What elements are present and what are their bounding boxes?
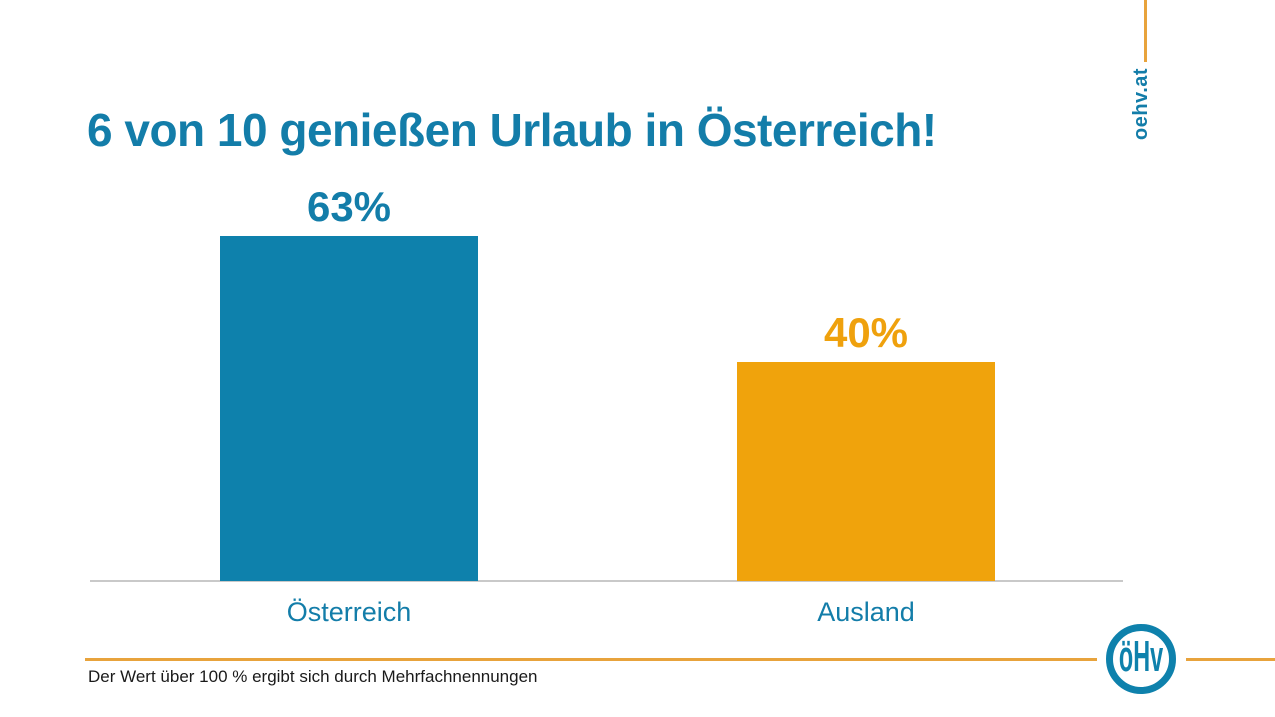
footer-accent-line-left xyxy=(85,658,1097,661)
oehv-logo-text: öHv xyxy=(1119,632,1164,681)
x-axis-line xyxy=(90,580,1123,582)
bar-ausland xyxy=(737,362,995,581)
footer-accent-line-right xyxy=(1186,658,1275,661)
bar-österreich xyxy=(220,236,478,581)
page-title: 6 von 10 genießen Urlaub in Österreich! xyxy=(87,103,937,156)
category-label-ausland: Ausland xyxy=(817,597,915,627)
top-accent-line xyxy=(1144,0,1147,62)
oehv-logo-icon: öHv xyxy=(1106,624,1176,694)
value-label-österreich: 63% xyxy=(306,183,392,230)
category-label-österreich: Österreich xyxy=(286,597,412,627)
value-label-ausland: 40% xyxy=(823,309,909,356)
footnote: Der Wert über 100 % ergibt sich durch Me… xyxy=(88,667,538,686)
